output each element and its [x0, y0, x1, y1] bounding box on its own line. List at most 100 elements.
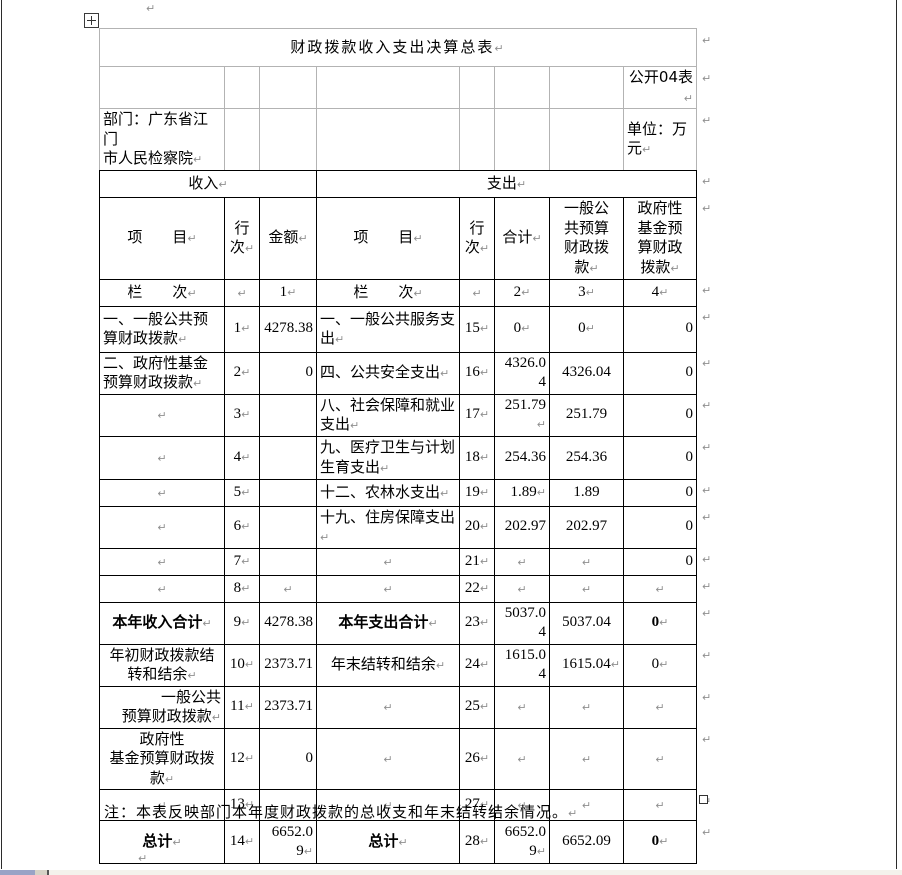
- table-cell: ↵: [494, 574, 550, 603]
- pilcrow-mark: ↵: [178, 333, 188, 346]
- pilcrow-mark: ↵: [479, 322, 490, 336]
- page-left-boundary: [1, 0, 2, 870]
- column-header-label: 政府性 基金预 算财政 拨款: [637, 199, 683, 276]
- table-cell: 27↵: [459, 789, 495, 821]
- table-cell: 28↵: [459, 820, 495, 864]
- pilcrow-mark: ↵: [702, 553, 712, 566]
- column-header-label: 金额: [268, 228, 299, 247]
- column-header-label: 项 目: [127, 228, 188, 247]
- cell-text: 23: [464, 614, 480, 631]
- table-row: ↵ 3↵ 八、社会保障和就业 支出↵ 17↵ 251.79↵ 251.79 0 ↵: [99, 393, 715, 437]
- cell-text: 0: [685, 320, 694, 337]
- cell-text: 2373.71: [264, 656, 313, 673]
- table-cell: 0↵: [623, 643, 697, 687]
- pilcrow-mark: ↵: [655, 582, 665, 596]
- table-header-row: 项 目↵ 行 次↵ 金额↵ 项 目↵ 行 次↵ 合计↵ 一般公 共预算 财政拨 …: [99, 196, 715, 280]
- cell-text: 251.79: [504, 396, 546, 413]
- cell-text: 254.36: [565, 448, 608, 465]
- table-cell: ↵: [316, 685, 460, 729]
- pilcrow-mark: ↵: [241, 616, 251, 630]
- row-end-cell: ↵: [697, 306, 715, 352]
- cell-text: 0: [305, 364, 314, 381]
- table-cell: 0↵: [549, 305, 624, 353]
- cell-text: 1615.04: [504, 646, 546, 683]
- table-cell: 2↵: [224, 351, 260, 395]
- pilcrow-mark: ↵: [702, 825, 712, 839]
- table-cell: [549, 66, 624, 109]
- table-cell: 年末结转和结余↵: [316, 643, 460, 687]
- pilcrow-mark: ↵: [380, 461, 390, 475]
- pilcrow-mark: ↵: [479, 242, 490, 255]
- scrollbar-notch: [47, 870, 49, 875]
- table-cell: [259, 478, 317, 507]
- table-cell: 0: [623, 435, 697, 480]
- pilcrow-mark: ↵: [655, 753, 665, 766]
- unit-label: 单位：万元: [627, 119, 688, 158]
- pilcrow-mark: ↵: [187, 286, 197, 300]
- table-cell: ↵: [549, 727, 624, 790]
- pilcrow-mark: ↵: [532, 232, 542, 246]
- pilcrow-mark: ↵: [241, 450, 251, 464]
- pilcrow-mark: ↵: [383, 555, 393, 569]
- expense-section-header: 支出↵: [316, 169, 697, 198]
- footnote-text: 注：本表反映部门本年度财政拨款的总收支和年末结转结余情况。: [104, 803, 569, 821]
- cell-text: 25: [464, 698, 480, 715]
- cell-text: 一、一般公共预 算财政拨款: [103, 309, 209, 348]
- table-cell: ↵: [316, 574, 460, 603]
- table-cell: 八、社会保障和就业 支出↵: [316, 393, 460, 437]
- table-cell: ↵: [99, 574, 225, 603]
- row-end-cell: ↵: [697, 67, 715, 109]
- cell-text: 1.89: [510, 483, 537, 500]
- cell-text: 16: [464, 364, 480, 381]
- cell-text: 0: [651, 656, 660, 673]
- row-end-cell: ↵: [697, 602, 715, 644]
- row-end-cell: ↵: [697, 279, 715, 306]
- cell-text: 年初财政拨款结 转和结余: [109, 645, 215, 684]
- table-cell: 251.79 ↵: [494, 393, 550, 437]
- scrollbar-thumb[interactable]: [0, 870, 35, 875]
- cell-text: 1.89: [573, 483, 600, 500]
- table-cell: [259, 547, 317, 576]
- pilcrow-mark: ↵: [303, 845, 313, 858]
- lanci-cell: ↵: [224, 278, 260, 307]
- row-end-cell: ↵: [697, 29, 715, 67]
- table-cell: 8↵: [224, 574, 260, 603]
- table-row: 一般公共 预算财政拨款↵ 11↵ 2373.71 ↵ 25↵ ↵ ↵ ↵ ↵: [99, 685, 715, 729]
- pilcrow-mark: ↵: [670, 261, 680, 275]
- cell-text: 20: [464, 518, 480, 535]
- pilcrow-mark: ↵: [702, 484, 712, 497]
- table-cell: ↵: [623, 727, 697, 790]
- row-end-cell: ↵: [697, 821, 715, 864]
- table-cell: 总计↵: [316, 820, 460, 864]
- table-title-cell: 财政拨款收入支出决算总表↵: [99, 28, 697, 67]
- pilcrow-mark: ↵: [157, 451, 167, 465]
- pilcrow-mark: ↵: [521, 322, 531, 336]
- cell-text: 0: [685, 483, 694, 500]
- table-move-handle-icon[interactable]: [84, 13, 99, 28]
- table-resize-handle[interactable]: [699, 795, 708, 804]
- horizontal-scrollbar[interactable]: [0, 869, 902, 875]
- cell-text: 13: [229, 796, 245, 813]
- cell-text: 4326.04: [562, 364, 611, 381]
- cell-text: 5037.04: [562, 614, 611, 631]
- pilcrow-mark: ↵: [702, 202, 712, 215]
- pilcrow-mark: ↵: [157, 486, 167, 500]
- table-cell: 5037.04: [494, 601, 550, 645]
- pilcrow-mark: ↵: [659, 658, 669, 672]
- pilcrow-mark: ↵: [335, 333, 345, 346]
- column-header-label: 项 目: [353, 228, 414, 247]
- scrollbar-track-segment: [35, 870, 47, 875]
- cell-text: 14: [229, 833, 245, 850]
- pilcrow-mark: ↵: [172, 836, 182, 850]
- expense-header-label: 支出: [486, 173, 517, 192]
- pilcrow-mark: ↵: [479, 485, 490, 499]
- cell-text: 4: [233, 448, 242, 465]
- pilcrow-mark: ↵: [702, 33, 712, 47]
- pilcrow-mark: ↵: [202, 617, 212, 631]
- table-cell: 0: [623, 305, 697, 353]
- lanci-number: 1: [279, 283, 288, 300]
- table-row: 总计↵ 14↵ 6652.0 9↵ 总计↵ 28↵ 6652.0 9↵ 6652.09 0↵ ↵: [99, 820, 715, 864]
- row-end-cell: ↵: [697, 575, 715, 602]
- table-cell: [316, 66, 460, 109]
- cell-text: 3: [233, 406, 242, 423]
